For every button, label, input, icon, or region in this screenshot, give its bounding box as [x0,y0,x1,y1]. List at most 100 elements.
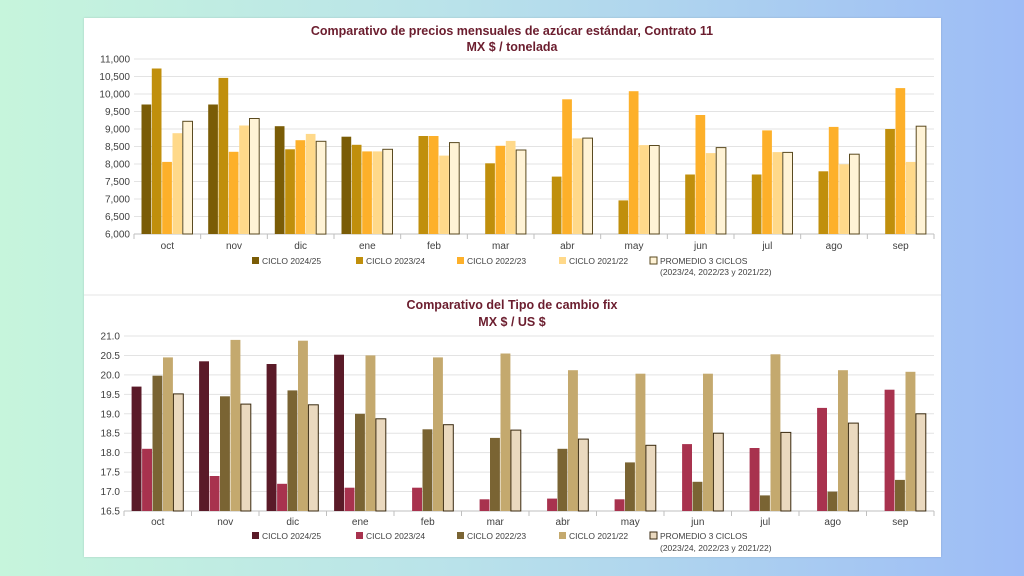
bar [780,431,792,512]
bar [749,448,760,511]
bar [782,151,793,235]
bar [895,88,906,234]
bar [295,140,306,234]
y-tick-label: 20.0 [101,370,121,381]
chart-title: Comparativo del Tipo de cambio fix [407,298,618,312]
bar [220,396,230,511]
bar [895,479,905,511]
bar [218,77,229,235]
bar [131,386,142,511]
bar [639,145,649,234]
bar [905,371,916,511]
bar [172,393,184,512]
x-tick-label: dic [286,517,299,528]
bar [547,498,557,511]
legend-swatch [356,532,363,539]
x-tick-label: jun [690,517,704,528]
bar [172,133,183,234]
bar [351,144,362,235]
y-tick-label: 17.0 [101,487,121,498]
x-tick-label: mar [487,517,505,528]
bar [510,429,522,512]
legend-label: CICLO 2022/23 [467,531,526,541]
bar [628,91,639,234]
y-tick-label: 19.5 [101,390,121,401]
bar [715,147,727,235]
chart-title: Comparativo de precios mensuales de azúc… [311,24,713,38]
bar [479,499,490,511]
bar [344,487,355,511]
bar [685,174,695,234]
bar [905,161,916,234]
bar [635,373,646,511]
bar [495,145,506,234]
bar [287,390,298,511]
legend-swatch [649,531,658,540]
bar [209,476,220,511]
bar [151,68,162,234]
x-tick-label: may [625,241,644,252]
bar [915,413,927,512]
legend-swatch [252,257,259,264]
x-tick-label: jul [759,517,770,528]
bar [618,200,629,234]
x-tick-label: sep [893,241,910,252]
y-tick-label: 7,000 [105,195,130,206]
bar [315,140,327,235]
bar [682,444,692,511]
bar [762,130,772,234]
legend-label: CICLO 2021/22 [569,256,628,266]
bar [884,389,895,511]
bar [828,126,839,234]
bar [422,429,433,511]
bar [418,136,429,234]
bar [249,118,260,235]
x-tick-label: dic [294,241,307,252]
bar [551,176,562,234]
bar [505,140,516,234]
x-tick-label: sep [892,517,909,528]
y-tick-label: 8,000 [105,160,130,171]
y-tick-label: 18.5 [101,429,121,440]
x-tick-label: ene [359,241,376,252]
bar [847,422,859,512]
bar [712,432,724,512]
bar [449,142,460,235]
bar [818,171,829,234]
bar [849,153,860,235]
legend-swatch [559,257,566,264]
y-tick-label: 6,500 [105,212,130,223]
y-tick-label: 8,500 [105,142,130,153]
bar [485,163,495,234]
bar [141,104,152,234]
bar [577,438,589,512]
bar [692,481,703,511]
bar [365,355,376,511]
legend-label: PROMEDIO 3 CICLOS [660,531,748,541]
x-tick-label: ago [826,241,843,252]
bar [240,403,252,512]
bar [614,499,625,511]
legend-label: CICLO 2024/25 [262,531,321,541]
legend-label: CICLO 2021/22 [569,531,628,541]
y-tick-label: 19.0 [101,409,121,420]
x-tick-label: nov [217,517,233,528]
bar [500,353,511,511]
legend-swatch [559,532,566,539]
bar [760,495,770,511]
bar [915,125,927,235]
bar [372,151,383,234]
bar [277,483,287,511]
legend-swatch [356,257,363,264]
legend-swatch [457,257,464,264]
x-tick-label: abr [556,517,571,528]
bar [428,136,439,234]
bar [695,115,706,234]
bar [298,340,308,511]
bar [355,413,365,511]
bar [770,354,781,511]
legend-label: PROMEDIO 3 CICLOS [660,256,748,266]
bar [751,174,762,234]
chart-subtitle: MX $ / US $ [478,315,545,329]
legend-label-note: (2023/24, 2022/23 y 2021/22) [660,543,772,553]
